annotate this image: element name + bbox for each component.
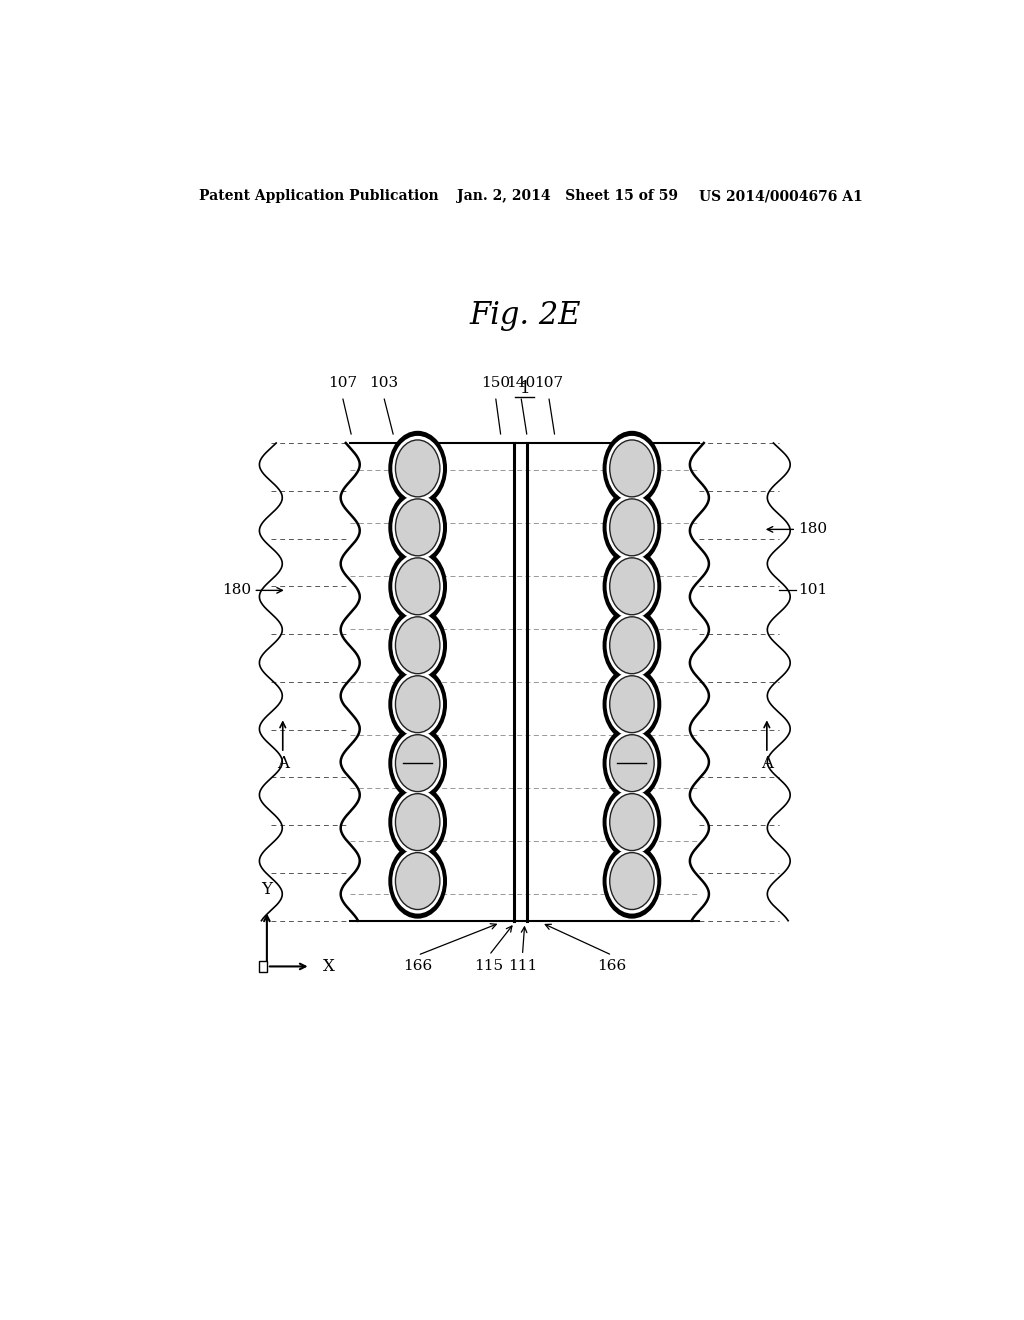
- Circle shape: [388, 549, 447, 624]
- Circle shape: [606, 789, 657, 854]
- Circle shape: [395, 616, 440, 673]
- Text: 103: 103: [369, 376, 398, 391]
- Bar: [350, 444, 699, 921]
- Circle shape: [606, 436, 657, 500]
- Circle shape: [609, 735, 654, 792]
- Circle shape: [392, 436, 443, 500]
- Text: Fig. 2E: Fig. 2E: [469, 301, 581, 331]
- Circle shape: [609, 558, 654, 615]
- Circle shape: [606, 554, 657, 619]
- Circle shape: [606, 849, 657, 913]
- Circle shape: [609, 676, 654, 733]
- Circle shape: [602, 843, 662, 919]
- Circle shape: [395, 440, 440, 496]
- Text: 107: 107: [535, 376, 563, 391]
- Circle shape: [606, 495, 657, 560]
- Text: 111: 111: [508, 960, 537, 973]
- Text: US 2014/0004676 A1: US 2014/0004676 A1: [699, 189, 863, 203]
- Circle shape: [395, 793, 440, 850]
- Circle shape: [388, 607, 447, 682]
- Text: 140: 140: [506, 376, 536, 391]
- Text: Patent Application Publication: Patent Application Publication: [200, 189, 439, 203]
- Circle shape: [602, 490, 662, 565]
- Circle shape: [395, 853, 440, 909]
- Circle shape: [606, 731, 657, 796]
- Circle shape: [395, 499, 440, 556]
- Circle shape: [609, 616, 654, 673]
- Text: A: A: [761, 755, 773, 772]
- Text: 107: 107: [328, 376, 356, 391]
- Text: X: X: [323, 958, 334, 975]
- Circle shape: [609, 853, 654, 909]
- Circle shape: [392, 672, 443, 737]
- Circle shape: [609, 440, 654, 496]
- Circle shape: [388, 726, 447, 801]
- Text: 180: 180: [799, 523, 827, 536]
- Text: 115: 115: [474, 960, 504, 973]
- Text: 180: 180: [222, 583, 251, 598]
- Circle shape: [392, 612, 443, 677]
- Text: 166: 166: [403, 960, 432, 973]
- Text: 1: 1: [519, 380, 530, 397]
- Bar: [259, 961, 267, 972]
- Text: Y: Y: [261, 882, 272, 899]
- Circle shape: [602, 784, 662, 859]
- Circle shape: [395, 676, 440, 733]
- Circle shape: [395, 558, 440, 615]
- Circle shape: [602, 726, 662, 801]
- Circle shape: [395, 735, 440, 792]
- Circle shape: [392, 554, 443, 619]
- Circle shape: [606, 672, 657, 737]
- Circle shape: [388, 843, 447, 919]
- Circle shape: [388, 490, 447, 565]
- Circle shape: [392, 789, 443, 854]
- Circle shape: [388, 430, 447, 506]
- Circle shape: [609, 499, 654, 556]
- Circle shape: [388, 667, 447, 742]
- Text: 101: 101: [799, 583, 827, 598]
- Circle shape: [602, 430, 662, 506]
- Circle shape: [388, 784, 447, 859]
- Circle shape: [609, 793, 654, 850]
- Text: 150: 150: [481, 376, 510, 391]
- Circle shape: [392, 495, 443, 560]
- Circle shape: [602, 667, 662, 742]
- Circle shape: [602, 607, 662, 682]
- Text: Jan. 2, 2014   Sheet 15 of 59: Jan. 2, 2014 Sheet 15 of 59: [458, 189, 678, 203]
- Circle shape: [392, 731, 443, 796]
- Text: 166: 166: [597, 960, 627, 973]
- Circle shape: [392, 849, 443, 913]
- Circle shape: [602, 549, 662, 624]
- Circle shape: [606, 612, 657, 677]
- Text: A: A: [276, 755, 289, 772]
